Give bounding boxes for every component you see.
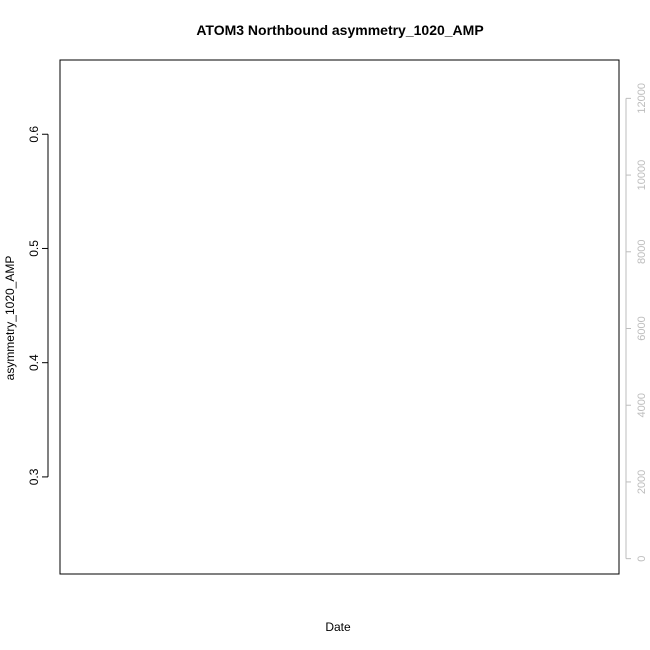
y-tick-label: 0.3 xyxy=(27,468,41,485)
y-tick-label: 0.4 xyxy=(27,354,41,371)
y-axis-label: asymmetry_1020_AMP xyxy=(3,256,17,381)
y-tick-label: 0.6 xyxy=(27,126,41,143)
plot-frame xyxy=(59,59,620,575)
y2-tick-label: 8000 xyxy=(636,240,648,264)
y2-tick-label: 0 xyxy=(636,556,648,562)
y2-tick-label: 4000 xyxy=(636,393,648,417)
y2-tick-label: 2000 xyxy=(636,470,648,494)
y2-tick-label: 6000 xyxy=(636,316,648,340)
x-axis-label: Date xyxy=(325,620,351,634)
chart-title: ATOM3 Northbound asymmetry_1020_AMP xyxy=(196,22,483,38)
y-tick-label: 0.5 xyxy=(27,240,41,257)
y2-tick-label: 12000 xyxy=(636,83,648,114)
axes-layer: Oct 15Oct 17Oct 19Oct 21Oct 23Oct 250.30… xyxy=(27,83,648,562)
y2-tick-label: 10000 xyxy=(636,160,648,191)
